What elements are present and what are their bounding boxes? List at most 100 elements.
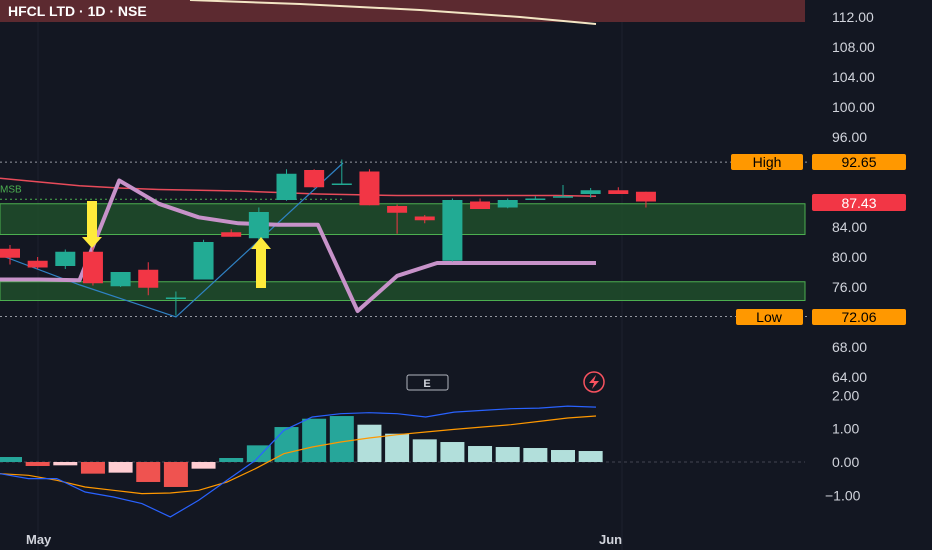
price-tick-label: 64.00 [832, 369, 867, 385]
candle [525, 196, 546, 200]
candle [165, 291, 186, 316]
candle-body [635, 191, 656, 202]
histogram-bar [385, 433, 410, 462]
candle [304, 169, 325, 188]
candle-body [442, 200, 463, 261]
histogram-bar [53, 462, 78, 466]
price-axis[interactable]: 112.00 108.00 104.00 100.00 96.00 84.00 80.00 7… [832, 9, 875, 385]
histogram-bar [0, 457, 22, 462]
candle-body [414, 216, 435, 221]
histogram-bar [551, 450, 575, 462]
histogram-bar [578, 451, 603, 462]
oscillator-tick-label: 2.00 [832, 387, 859, 403]
candle [387, 204, 408, 234]
price-tick-label: 68.00 [832, 339, 867, 355]
candle [193, 239, 214, 280]
candle [497, 198, 518, 209]
candle [635, 191, 656, 208]
candle-body [110, 272, 131, 287]
buy-arrow [251, 237, 271, 288]
histogram-bar [163, 462, 188, 487]
high-tag-value: 92.65 [841, 154, 876, 170]
histogram-bar [329, 416, 354, 462]
candle [138, 262, 159, 296]
candle-body [387, 206, 408, 213]
oscillator-axis[interactable]: 2.00 1.00 0.00 −1.00 [825, 387, 861, 503]
time-label-may: May [26, 532, 52, 547]
price-tick-label: 100.00 [832, 99, 875, 115]
candle-body [0, 248, 20, 258]
histogram-bar [495, 447, 520, 462]
title-banner-bg [0, 0, 805, 22]
high-tag-name-box [731, 154, 803, 170]
low-tag-value: 72.06 [841, 309, 876, 325]
chart-title: HFCL LTD · 1D · NSE [8, 3, 147, 19]
histogram-bar [440, 442, 465, 462]
buy-arrow-shaft [256, 248, 266, 288]
support-zone-1 [0, 281, 806, 301]
candle [55, 249, 76, 269]
histogram-bar [468, 446, 493, 462]
msb-label: MSB [0, 185, 22, 196]
histogram-bar [219, 458, 244, 462]
candle-body [608, 190, 629, 194]
candle [248, 207, 269, 241]
candle-body [193, 242, 214, 280]
candle-body [497, 200, 518, 208]
sell-arrow-head [82, 237, 102, 248]
lightning-icon[interactable] [583, 371, 605, 393]
current-price-value: 87.43 [841, 195, 876, 211]
high-tag-name: High [753, 154, 782, 170]
candle-body [580, 190, 601, 194]
candle [221, 229, 242, 237]
low-tag-value-box [812, 309, 906, 325]
sell-arrow-shaft [87, 201, 97, 238]
oscillator-signal-line [0, 415, 597, 495]
time-label-jun: Jun [599, 532, 622, 547]
histogram-bar [136, 462, 161, 482]
candle [553, 185, 573, 198]
candle-body [248, 212, 269, 239]
candle [276, 169, 297, 201]
candle-body [276, 173, 297, 200]
candle [82, 245, 103, 286]
candle [110, 272, 131, 287]
moving-average-line [0, 177, 597, 198]
candle-body [27, 260, 48, 268]
earnings-event-badge[interactable]: E [406, 374, 449, 391]
earnings-badge-box[interactable] [406, 374, 449, 391]
upper-band-line [189, 0, 597, 25]
candle-body [165, 297, 186, 299]
histogram-bar [412, 439, 437, 462]
histogram-bar [108, 462, 133, 473]
oscillator-tick-label: 1.00 [832, 421, 859, 437]
lightning-icon-bolt [589, 375, 599, 389]
histogram-bar [357, 424, 382, 462]
candle [27, 257, 48, 269]
candle-body [82, 251, 103, 284]
candle [331, 159, 352, 185]
candle-body [331, 183, 352, 185]
histogram-bar [523, 448, 548, 462]
price-tick-label: 108.00 [832, 39, 875, 55]
histogram-bar [80, 462, 105, 474]
support-zones [0, 203, 806, 301]
current-price-tag: 87.43 [812, 194, 906, 211]
candle [0, 245, 20, 265]
histogram-bar [191, 462, 216, 469]
buy-arrow-head [251, 237, 271, 249]
low-tag: Low 72.06 [736, 309, 906, 325]
price-tick-label: 80.00 [832, 249, 867, 265]
low-tag-name: Low [756, 309, 783, 325]
price-tick-label: 104.00 [832, 69, 875, 85]
candle-body [525, 198, 546, 200]
candle [580, 188, 601, 198]
candlestick-series [0, 159, 656, 316]
histogram-bar [25, 462, 50, 466]
oscillator-tick-label: 0.00 [832, 454, 859, 470]
title-banner: HFCL LTD · 1D · NSE [0, 0, 805, 25]
price-tick-label: 96.00 [832, 129, 867, 145]
candle [442, 198, 463, 262]
candle-body [553, 196, 573, 198]
